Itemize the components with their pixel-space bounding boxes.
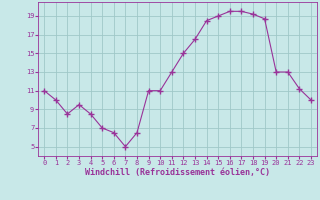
X-axis label: Windchill (Refroidissement éolien,°C): Windchill (Refroidissement éolien,°C) (85, 168, 270, 177)
